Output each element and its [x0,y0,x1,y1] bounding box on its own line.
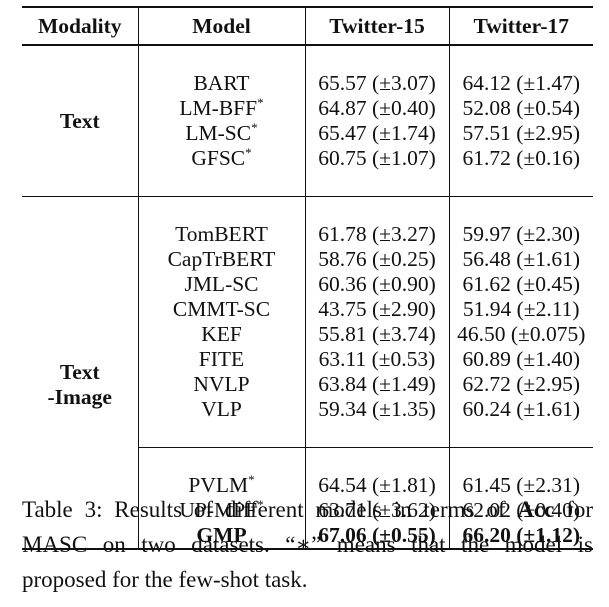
twitter-17-score: 62.72 (±2.95) [462,372,581,396]
model-name: UP-MPF* [138,498,306,523]
spacer-row [22,171,593,197]
model-name: GFSC* [138,146,306,171]
table-row: Text BART 65.57 (±3.07) 64.12 (±1.47) [22,71,593,171]
model-name: FITE [138,347,306,372]
twitter-17-score: 52.08 (±0.54) [462,96,581,120]
table-caption: Table 3: Results of different models in … [22,492,593,597]
caption-metric: Acc [517,497,555,522]
table-row: CapTrBERT 58.76 (±0.25) 56.48 (±1.61) [22,247,593,272]
table-row-best: GMP 67.06 (±0.55) 66.20 (±1.12) [22,523,593,549]
model-name: LM-BFF* [138,96,306,121]
header-twitter-15: Twitter-15 [305,7,450,45]
twitter-15-score: 65.57 (±3.07) [305,71,450,96]
twitter-17-score: 51.94 (±2.11) [462,297,580,321]
table-row: KEF 55.81 (±3.74) 46.50 (±0.075) [22,322,593,347]
twitter-15-score: 55.81 (±3.74) [305,322,450,347]
twitter-15-score: 43.75 (±2.90) [305,297,450,322]
caption-text: Results of different models in terms of [102,497,518,522]
table-row: Text -Image TomBERT 61.78 (±3.27) 59.97 (… [22,222,593,549]
twitter-15-score: 64.87 (±0.40) [305,96,450,121]
model-name: VLP [138,397,306,422]
spacer-row [22,447,593,473]
header-modality: Modality [22,7,139,45]
table-row: UP-MPF* 63.71 (±3.62) 62.02 (±0.40) [22,498,593,523]
twitter-17-score: 46.50 (±0.075) [457,322,586,346]
model-name: NVLP [138,372,306,397]
twitter-17-score: 61.72 (±0.16) [462,146,581,170]
twitter-15-score: 63.11 (±0.53) [305,347,450,372]
twitter-17-score: 57.51 (±2.95) [462,121,581,145]
table-row: LM-SC* 65.47 (±1.74) 57.51 (±2.95) [22,121,593,146]
twitter-15-score: 58.76 (±0.25) [305,247,450,272]
model-name: JML-SC [138,272,306,297]
caption-label: Table 3: [22,497,103,522]
table-row: CMMT-SC 43.75 (±2.90) 51.94 (±2.11) [22,297,593,322]
spacer-row [22,45,593,71]
model-name: LM-SC* [138,121,306,146]
table-row: LM-BFF* 64.87 (±0.40) 52.08 (±0.54) [22,96,593,121]
twitter-15-score: 63.84 (±1.49) [305,372,450,397]
twitter-17-score: 66.20 (±1.12) [462,523,581,547]
twitter-17-score: 56.48 (±1.61) [462,247,581,271]
table-header-row: Modality Model Twitter-15 Twitter-17 [22,7,593,45]
model-name: GMP [138,523,306,549]
twitter-17-score: 61.62 (±0.45) [462,272,581,296]
twitter-17-score: 64.12 (±1.47) [462,71,581,95]
twitter-15-score: 63.71 (±3.62) [305,498,450,523]
table-row: PVLM* 64.54 (±1.81) 61.45 (±2.31) [22,473,593,498]
spacer-row [22,196,593,222]
header-twitter-17: Twitter-17 [473,13,569,38]
table-row: GFSC* 60.75 (±1.07) 61.72 (±0.16) [22,146,593,171]
model-name: CMMT-SC [138,297,306,322]
twitter-15-score: 60.36 (±0.90) [305,272,450,297]
twitter-15-score: 61.78 (±3.27) [305,222,450,247]
results-table-container: Modality Model Twitter-15 Twitter-17 Tex… [22,6,593,550]
twitter-17-score: 62.02 (±0.40) [462,498,581,522]
model-name: BART [138,71,306,96]
model-name: CapTrBERT [138,247,306,272]
twitter-15-score: 64.54 (±1.81) [305,473,450,498]
twitter-17-score: 61.45 (±2.31) [462,473,581,497]
table-row: FITE 63.11 (±0.53) 60.89 (±1.40) [22,347,593,372]
table-row: JML-SC 60.36 (±0.90) 61.62 (±0.45) [22,272,593,297]
twitter-15-score: 59.34 (±1.35) [305,397,450,422]
twitter-15-score: 65.47 (±1.74) [305,121,450,146]
spacer-row [22,422,593,448]
modality-text-image: Text -Image [22,222,139,549]
model-name: TomBERT [138,222,306,247]
caption-text-end: for MASC on two datasets. “∗” means that… [22,497,593,592]
model-name: KEF [138,322,306,347]
twitter-17-score: 60.24 (±1.61) [462,397,581,421]
model-name: PVLM* [138,473,306,498]
twitter-15-score: 60.75 (±1.07) [305,146,450,171]
header-model: Model [138,7,306,45]
results-table: Modality Model Twitter-15 Twitter-17 Tex… [22,6,593,550]
modality-text: Text [22,71,139,171]
table-row: VLP 59.34 (±1.35) 60.24 (±1.61) [22,397,593,422]
table-row: NVLP 63.84 (±1.49) 62.72 (±2.95) [22,372,593,397]
twitter-17-score: 60.89 (±1.40) [462,347,581,371]
twitter-15-score: 67.06 (±0.55) [305,523,450,549]
twitter-17-score: 59.97 (±2.30) [462,222,581,246]
